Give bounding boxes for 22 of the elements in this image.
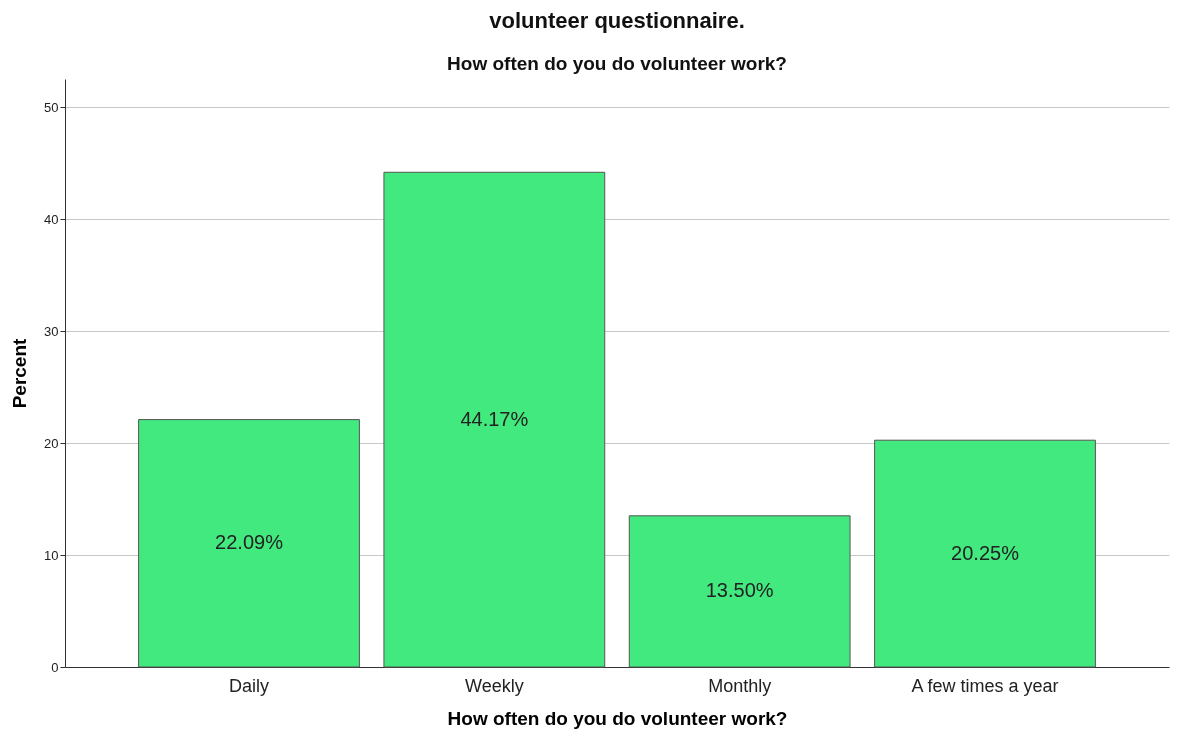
data-label: 13.50%: [705, 579, 774, 602]
y-tick-label: 0: [51, 659, 59, 675]
y-tick-label: 20: [44, 435, 59, 451]
chart-subtitle: How often do you do volunteer work?: [447, 53, 787, 74]
x-tick-label: Daily: [228, 675, 270, 696]
y-axis-title: Percent: [9, 337, 31, 409]
x-tick-label: A few times a year: [911, 675, 1059, 696]
bar: [628, 515, 851, 668]
x-axis-title: How often do you do volunteer work?: [447, 707, 788, 729]
data-label: 20.25%: [951, 541, 1020, 564]
chart-title: volunteer questionnaire.: [489, 8, 745, 33]
data-label: 44.17%: [460, 407, 529, 430]
bar: [383, 171, 606, 668]
x-tick-label: Monthly: [708, 675, 772, 696]
data-label: 22.09%: [215, 531, 284, 554]
y-tick-label: 40: [44, 211, 59, 227]
x-tick-label: Weekly: [464, 675, 524, 696]
bar: [874, 439, 1096, 668]
y-tick-label: 30: [44, 323, 59, 339]
bar: [138, 419, 360, 668]
y-tick-label: 50: [44, 99, 59, 115]
y-tick-label: 10: [44, 547, 59, 563]
